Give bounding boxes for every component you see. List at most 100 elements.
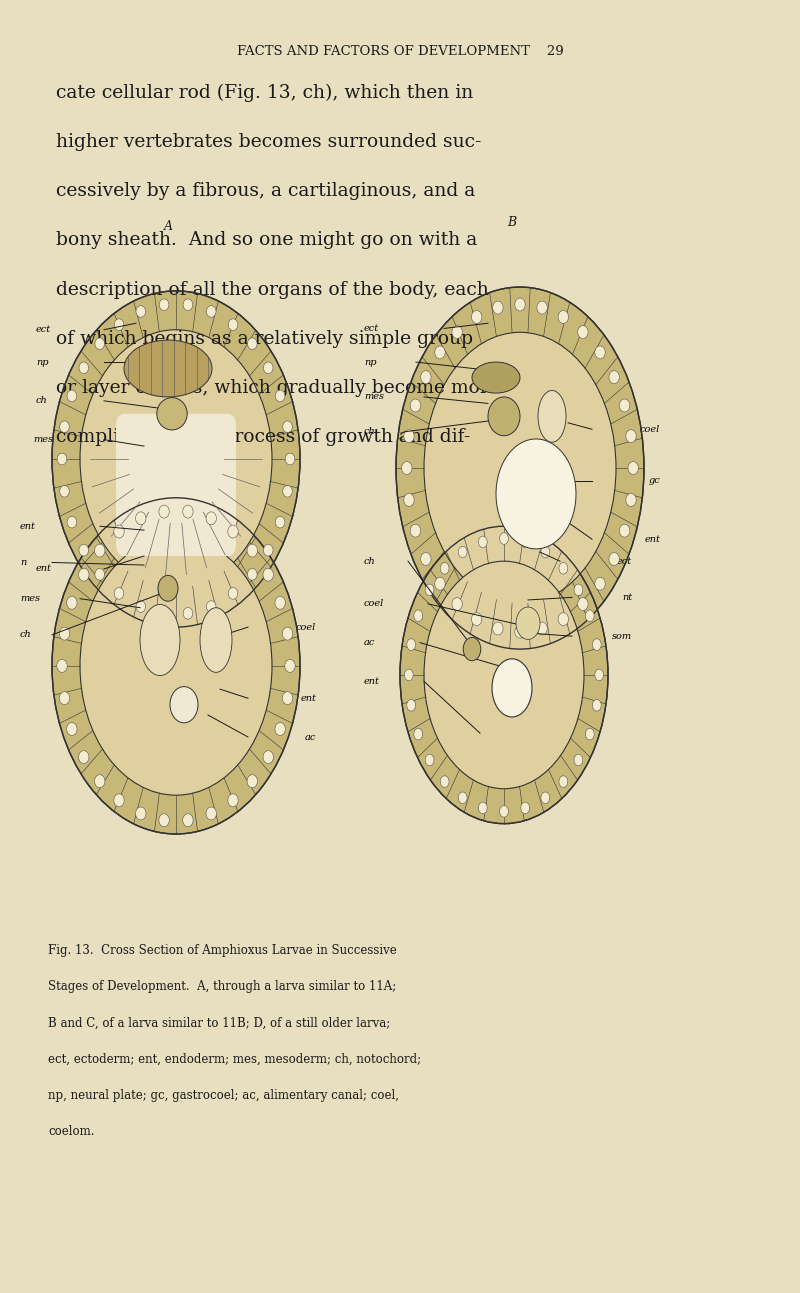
Text: gc: gc — [648, 477, 660, 485]
Ellipse shape — [78, 568, 89, 581]
Ellipse shape — [458, 793, 467, 804]
Ellipse shape — [586, 728, 594, 740]
Text: or layer of cells, which gradually become more: or layer of cells, which gradually becom… — [56, 379, 500, 397]
Text: FACTS AND FACTORS OF DEVELOPMENT    29: FACTS AND FACTORS OF DEVELOPMENT 29 — [237, 45, 563, 58]
Text: ect, ectoderm; ent, endoderm; mes, mesoderm; ch, notochord;: ect, ectoderm; ent, endoderm; mes, mesod… — [48, 1053, 421, 1065]
Text: ch: ch — [364, 557, 376, 565]
Ellipse shape — [159, 506, 170, 518]
Ellipse shape — [275, 390, 285, 402]
Ellipse shape — [537, 622, 547, 635]
Text: bony sheath.  And so one might go on with a: bony sheath. And so one might go on with… — [56, 231, 478, 250]
Text: np: np — [364, 358, 377, 366]
Ellipse shape — [114, 794, 124, 807]
Ellipse shape — [499, 806, 509, 817]
Text: D: D — [499, 475, 509, 487]
Ellipse shape — [80, 330, 272, 588]
Ellipse shape — [57, 659, 67, 672]
Ellipse shape — [471, 310, 482, 323]
Text: ent: ent — [364, 678, 380, 685]
Ellipse shape — [516, 606, 540, 639]
Text: ch: ch — [364, 428, 376, 436]
Text: B: B — [507, 216, 517, 229]
Ellipse shape — [586, 610, 594, 622]
Ellipse shape — [60, 485, 70, 497]
Text: higher vertebrates becomes surrounded suc-: higher vertebrates becomes surrounded su… — [56, 133, 482, 151]
Ellipse shape — [275, 723, 286, 736]
Ellipse shape — [140, 604, 180, 675]
Text: mes: mes — [34, 436, 54, 443]
Ellipse shape — [434, 347, 445, 359]
Text: ect: ect — [364, 325, 379, 332]
Text: coelom.: coelom. — [48, 1125, 94, 1138]
Ellipse shape — [183, 608, 193, 619]
Ellipse shape — [60, 422, 70, 433]
Text: cessively by a fibrous, a cartilaginous, and a: cessively by a fibrous, a cartilaginous,… — [56, 182, 475, 200]
Text: nt: nt — [622, 593, 632, 601]
Text: ac: ac — [364, 639, 375, 646]
Ellipse shape — [282, 422, 292, 433]
Ellipse shape — [247, 569, 257, 581]
Ellipse shape — [228, 319, 238, 331]
Ellipse shape — [440, 562, 449, 574]
Ellipse shape — [94, 775, 105, 787]
Ellipse shape — [159, 299, 169, 310]
Text: ect: ect — [36, 326, 51, 334]
Ellipse shape — [79, 362, 89, 374]
Ellipse shape — [538, 390, 566, 442]
Ellipse shape — [263, 568, 274, 581]
Ellipse shape — [263, 751, 274, 764]
Text: n: n — [20, 559, 26, 566]
Ellipse shape — [493, 622, 503, 635]
Ellipse shape — [136, 601, 146, 613]
Ellipse shape — [59, 627, 70, 640]
Ellipse shape — [496, 440, 576, 548]
Ellipse shape — [114, 319, 124, 331]
Ellipse shape — [404, 494, 414, 507]
Text: coel: coel — [296, 623, 316, 631]
Ellipse shape — [478, 537, 487, 548]
Ellipse shape — [66, 723, 77, 736]
Ellipse shape — [275, 596, 286, 609]
Text: ect: ect — [617, 557, 632, 565]
Ellipse shape — [282, 627, 293, 640]
Ellipse shape — [228, 587, 238, 599]
Ellipse shape — [285, 659, 295, 672]
Ellipse shape — [282, 485, 292, 497]
Text: mes: mes — [20, 595, 40, 603]
Ellipse shape — [247, 337, 257, 349]
Ellipse shape — [95, 337, 105, 349]
Ellipse shape — [282, 692, 293, 705]
Text: Stages of Development.  A, through a larva similar to 11A;: Stages of Development. A, through a larv… — [48, 980, 396, 993]
Ellipse shape — [406, 700, 415, 711]
Ellipse shape — [488, 397, 520, 436]
Text: ent: ent — [300, 694, 316, 702]
Ellipse shape — [558, 613, 569, 626]
Ellipse shape — [200, 608, 232, 672]
Ellipse shape — [452, 326, 462, 339]
Ellipse shape — [609, 552, 619, 565]
Ellipse shape — [593, 639, 602, 650]
Ellipse shape — [95, 569, 105, 581]
Text: som: som — [612, 632, 632, 640]
Ellipse shape — [626, 429, 636, 442]
Ellipse shape — [66, 596, 77, 609]
Ellipse shape — [67, 516, 77, 528]
Ellipse shape — [94, 544, 105, 557]
Ellipse shape — [515, 625, 526, 637]
Text: mes: mes — [364, 393, 384, 401]
Text: coel: coel — [640, 425, 660, 433]
Ellipse shape — [574, 584, 583, 596]
Ellipse shape — [424, 561, 584, 789]
Ellipse shape — [595, 670, 604, 680]
Text: of which begins as a relatively simple group: of which begins as a relatively simple g… — [56, 330, 473, 348]
Ellipse shape — [170, 687, 198, 723]
Ellipse shape — [574, 754, 583, 765]
Ellipse shape — [492, 659, 532, 716]
Text: ent: ent — [644, 535, 660, 543]
Ellipse shape — [424, 332, 616, 604]
Ellipse shape — [206, 305, 216, 317]
Ellipse shape — [537, 301, 547, 314]
Ellipse shape — [559, 562, 568, 574]
Ellipse shape — [136, 305, 146, 317]
Ellipse shape — [206, 512, 217, 525]
